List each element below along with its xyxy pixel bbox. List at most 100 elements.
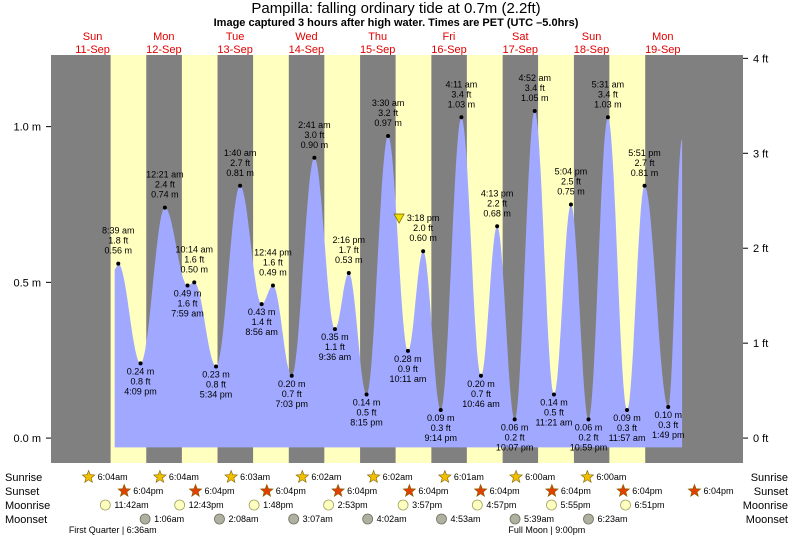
tide-label-time: 4:52 am <box>518 73 551 83</box>
day-name-label: Mon <box>153 31 174 43</box>
tide-label-mstr: 0.74 m <box>151 190 179 200</box>
sunset-time: 6:04pm <box>276 486 306 496</box>
tide-label-mstr: 0.09 m <box>613 413 641 423</box>
sunrise-time: 6:03am <box>240 472 270 482</box>
sunrise-time: 6:02am <box>383 472 413 482</box>
tide-label-ft: 1.8 ft <box>108 236 129 246</box>
tide-label-mstr: 0.06 m <box>575 422 603 432</box>
moonset-time: 4:53am <box>450 514 480 524</box>
tide-extreme-point <box>364 392 369 397</box>
tide-extreme-point <box>312 155 317 160</box>
tide-extreme-point <box>586 417 591 422</box>
tide-label-mstr: 0.06 m <box>501 422 529 432</box>
tide-label-ft: 0.2 ft <box>505 432 526 442</box>
sunrise-time: 6:01am <box>454 472 484 482</box>
tide-label-mstr: 0.49 m <box>259 267 287 277</box>
tide-label-mstr: 0.50 m <box>180 264 208 274</box>
y-tick-label-ft: 0 ft <box>753 433 768 445</box>
sun-icon <box>402 483 417 497</box>
y-tick-label-m: 1.0 m <box>13 122 41 134</box>
moonrise-time: 6:51pm <box>635 500 665 510</box>
tide-label-mstr: 0.24 m <box>127 366 155 376</box>
tide-label-ft: 0.7 ft <box>282 389 303 399</box>
day-labels: Sun11-SepMon12-SepTue13-SepWed14-SepThu1… <box>75 31 680 56</box>
sun-icon <box>437 469 452 483</box>
day-date-label: 12-Sep <box>146 44 181 56</box>
tide-label-time: 5:51 pm <box>628 148 661 158</box>
tide-label-time: 7:59 am <box>171 308 204 318</box>
sun-icon <box>366 469 381 483</box>
y-tick-label-m: 0.5 m <box>13 277 41 289</box>
tide-label-ft: 0.9 ft <box>398 364 419 374</box>
moonset-icon <box>583 513 594 525</box>
day-date-label: 18-Sep <box>574 44 609 56</box>
sunset-time: 6:04pm <box>133 486 163 496</box>
tide-extreme-point <box>270 283 275 288</box>
tide-label-ft: 3.4 ft <box>598 89 619 99</box>
tide-label-ft: 0.3 ft <box>658 420 679 430</box>
chart-title: Pampilla: falling ordinary tide at 0.7m … <box>251 0 540 17</box>
tide-extreme-point <box>605 115 610 120</box>
tide-label-ft: 3.2 ft <box>378 108 399 118</box>
tide-extreme-point <box>346 271 351 276</box>
sunset-time: 6:04pm <box>561 486 591 496</box>
tide-extreme-point <box>386 133 391 138</box>
tide-label-time: 1:40 am <box>224 148 257 158</box>
tide-label-time: 8:56 am <box>245 327 278 337</box>
tide-extreme-point <box>642 183 647 188</box>
tide-label-ft: 0.5 ft <box>357 407 378 417</box>
tide-label-mstr: 0.20 m <box>278 379 306 389</box>
tide-extreme-point <box>532 109 537 114</box>
moonrise-time: 1:48pm <box>263 500 293 510</box>
moonrise-time: 2:53pm <box>338 500 368 510</box>
moonset-icon <box>362 513 374 525</box>
tide-extreme-point <box>238 183 243 188</box>
chart-subtitle: Image captured 3 hours after high water.… <box>214 17 579 29</box>
tide-extreme-point <box>214 364 219 369</box>
tide-label-time: 2:41 am <box>298 120 331 130</box>
tide-label-time: 11:57 am <box>609 433 646 443</box>
day-date-label: 14-Sep <box>289 44 324 56</box>
moon-phase-label: First Quarter | 6:36am <box>69 525 157 535</box>
moonset-icon <box>288 513 300 525</box>
tide-label-time: 3:30 am <box>372 98 405 108</box>
tide-label-time: 9:14 pm <box>424 433 457 443</box>
tide-extreme-point <box>259 302 264 307</box>
row-label-right-moonset: Moonset <box>746 514 788 526</box>
day-date-label: 11-Sep <box>75 44 110 56</box>
sunrise-time: 6:04am <box>169 472 199 482</box>
tide-label-time: 8:39 am <box>102 226 135 236</box>
row-label-right-moonrise: Moonrise <box>743 500 788 512</box>
tide-label-time: 10:59 pm <box>570 442 608 452</box>
tide-label-mstr: 0.81 m <box>631 168 659 178</box>
y-tick-label-ft: 4 ft <box>753 53 768 65</box>
tide-label-mstr: 1.03 m <box>448 99 476 109</box>
tide-label-time: 4:11 am <box>445 79 477 89</box>
day-name-label: Wed <box>295 31 317 43</box>
moonset-icon <box>509 513 521 525</box>
moonset-time: 1:06am <box>154 514 184 524</box>
tide-label-time: 12:44 pm <box>254 247 292 257</box>
tide-label-time: 10:07 pm <box>496 442 534 452</box>
tide-extreme-point <box>512 417 517 422</box>
row-label-left-sunrise: Sunrise <box>5 472 42 484</box>
day-date-label: 19-Sep <box>645 44 680 56</box>
tide-extreme-point <box>551 392 556 397</box>
tide-label-ft: 1.1 ft <box>325 342 346 352</box>
tide-label-mstr: 0.53 m <box>335 255 363 265</box>
tide-label-ft: 0.8 ft <box>206 379 227 389</box>
row-label-left-moonrise: Moonrise <box>5 500 50 512</box>
tide-label-mstr: 0.68 m <box>483 208 511 218</box>
day-name-label: Sat <box>512 31 529 43</box>
day-date-label: 13-Sep <box>217 44 252 56</box>
y-axis-metres: 0.0 m 0.5 m 1.0 m <box>13 122 51 445</box>
moonrise-icon <box>620 499 631 511</box>
sunrise-time: 6:00am <box>596 472 626 482</box>
sun-icon <box>509 469 524 483</box>
tide-label-mstr: 0.35 m <box>321 332 349 342</box>
y-tick-label-ft: 2 ft <box>753 243 768 255</box>
moonrise-icon <box>174 499 186 511</box>
tide-label-ft: 2.7 ft <box>635 158 656 168</box>
plot-area <box>51 55 743 463</box>
